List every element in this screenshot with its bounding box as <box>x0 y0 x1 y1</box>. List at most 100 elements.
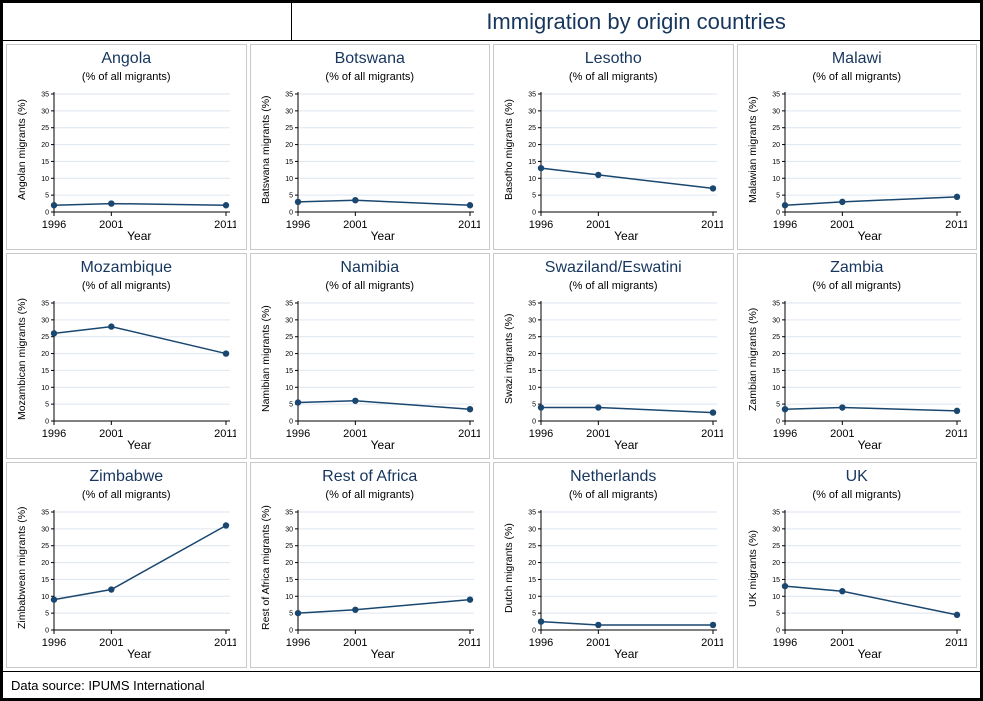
x-tick-label: 2011 <box>458 637 480 649</box>
x-tick-label: 2001 <box>586 428 610 440</box>
x-axis-title: Year <box>127 229 152 243</box>
data-point <box>953 611 960 619</box>
y-tick-label: 0 <box>289 628 293 635</box>
x-axis-title: Year <box>614 229 639 243</box>
panel-subtitle: (% of all migrants) <box>325 489 415 501</box>
y-tick-label: 0 <box>532 628 536 635</box>
data-point <box>223 202 230 209</box>
panel-title: Botswana <box>334 50 405 67</box>
y-tick-label: 0 <box>776 210 780 217</box>
y-tick-label: 5 <box>289 193 293 200</box>
chart-panel: Botswana (% of all migrants) Batswana mi… <box>249 44 490 250</box>
data-point <box>294 609 301 617</box>
panel-subtitle: (% of all migrants) <box>81 489 171 501</box>
data-point <box>595 621 602 629</box>
y-tick-label: 25 <box>528 334 536 341</box>
y-tick-label: 10 <box>772 594 780 601</box>
line-chart: 0 5 10 15 20 25 30 35 1996 2001 2011 <box>772 510 967 650</box>
chart-panel: Namibia (% of all migrants) Namibian mig… <box>249 253 490 459</box>
line-chart: 0 5 10 15 20 25 30 35 1996 2001 2011 <box>41 510 236 650</box>
y-tick-label: 10 <box>285 385 293 392</box>
y-tick-label: 35 <box>772 510 780 517</box>
panel-subtitle: (% of all migrants) <box>812 71 902 83</box>
y-tick-label: 0 <box>45 210 49 217</box>
x-axis-title: Year <box>857 229 882 243</box>
line-chart: 0 5 10 15 20 25 30 35 1996 2001 2011 <box>528 510 723 650</box>
data-point <box>294 198 301 206</box>
x-tick-label: 2011 <box>458 428 480 440</box>
x-tick-label: 2001 <box>99 637 123 649</box>
x-axis-title: Year <box>127 647 152 661</box>
data-point <box>838 198 846 206</box>
data-point <box>595 404 602 411</box>
data-line <box>784 585 957 616</box>
x-axis-title: Year <box>370 647 395 661</box>
y-tick-label: 35 <box>41 92 49 99</box>
y-tick-label: 5 <box>532 611 536 618</box>
y-tick-label: 0 <box>776 628 780 635</box>
x-tick-label: 2001 <box>830 637 854 649</box>
y-tick-label: 30 <box>772 526 780 533</box>
y-tick-label: 10 <box>41 176 49 183</box>
panel-subtitle: (% of all migrants) <box>812 489 902 501</box>
panel-subtitle: (% of all migrants) <box>812 280 902 292</box>
y-tick-label: 5 <box>532 193 536 200</box>
x-axis-title: Year <box>370 229 395 243</box>
line-chart: 0 5 10 15 20 25 30 35 1996 2001 2011 <box>772 92 967 232</box>
x-axis-title: Year <box>614 647 639 661</box>
x-tick-label: 2011 <box>945 428 967 440</box>
plot-area: Basotho migrants (%) 0 5 10 15 20 25 30 35 1996 2… <box>503 86 723 232</box>
y-tick-label: 25 <box>285 125 293 132</box>
data-point <box>351 197 359 204</box>
y-axis-title: Zimbabwean migrants (%) <box>16 506 29 630</box>
y-tick-label: 20 <box>528 142 536 149</box>
x-tick-label: 1996 <box>42 219 66 231</box>
plot-area: Dutch migrants (%) 0 5 10 15 20 25 30 35 1996 200… <box>503 504 723 650</box>
x-tick-label: 1996 <box>286 637 310 649</box>
y-tick-label: 5 <box>45 193 49 200</box>
data-source-note: Data source: IPUMS International <box>3 671 980 698</box>
line-chart: 0 5 10 15 20 25 30 35 1996 2001 2011 <box>772 301 967 441</box>
x-tick-label: 2011 <box>214 637 236 649</box>
y-tick-label: 5 <box>45 611 49 618</box>
line-chart: 0 5 10 15 20 25 30 35 1996 2001 2011 <box>285 92 480 232</box>
y-tick-label: 10 <box>528 594 536 601</box>
data-point <box>223 522 230 529</box>
y-tick-label: 10 <box>41 385 49 392</box>
y-axis-title: Basotho migrants (%) <box>503 99 516 201</box>
chart-panel: Netherlands (% of all migrants) Dutch mi… <box>493 462 734 668</box>
x-tick-label: 1996 <box>529 637 553 649</box>
line-chart: 0 5 10 15 20 25 30 35 1996 2001 2011 <box>528 301 723 441</box>
y-axis-title: Rest of Africa migrants (%) <box>259 505 272 631</box>
data-point <box>538 404 545 411</box>
x-tick-label: 2011 <box>945 219 967 231</box>
y-tick-label: 10 <box>528 176 536 183</box>
x-tick-label: 1996 <box>529 219 553 231</box>
y-axis-title: UK migrants (%) <box>746 529 759 607</box>
y-tick-label: 25 <box>41 125 49 132</box>
y-axis-title: Mozambican migrants (%) <box>16 298 29 420</box>
y-tick-label: 25 <box>772 125 780 132</box>
y-tick-label: 35 <box>528 510 536 517</box>
y-tick-label: 5 <box>45 402 49 409</box>
panel-subtitle: (% of all migrants) <box>81 280 171 292</box>
data-point <box>538 164 545 172</box>
line-chart: 0 5 10 15 20 25 30 35 1996 2001 2011 <box>528 92 723 232</box>
x-tick-label: 1996 <box>529 428 553 440</box>
x-tick-label: 2011 <box>214 219 236 231</box>
data-point <box>351 397 359 404</box>
data-line <box>297 400 470 410</box>
chart-panel: Rest of Africa (% of all migrants) Rest … <box>249 462 490 668</box>
x-tick-label: 2011 <box>701 219 723 231</box>
y-tick-label: 0 <box>289 210 293 217</box>
x-tick-label: 2001 <box>586 637 610 649</box>
x-tick-label: 2001 <box>830 219 854 231</box>
plot-area: Namibian migrants (%) 0 5 10 15 20 25 30 35 1996… <box>260 295 480 441</box>
x-tick-label: 2001 <box>343 219 367 231</box>
data-point <box>466 596 473 603</box>
data-point <box>51 596 58 603</box>
y-tick-label: 15 <box>772 577 780 584</box>
data-point <box>51 202 58 209</box>
line-chart: 0 5 10 15 20 25 30 35 1996 2001 2011 <box>285 301 480 441</box>
title-box: Immigration by origin countries <box>291 3 980 40</box>
